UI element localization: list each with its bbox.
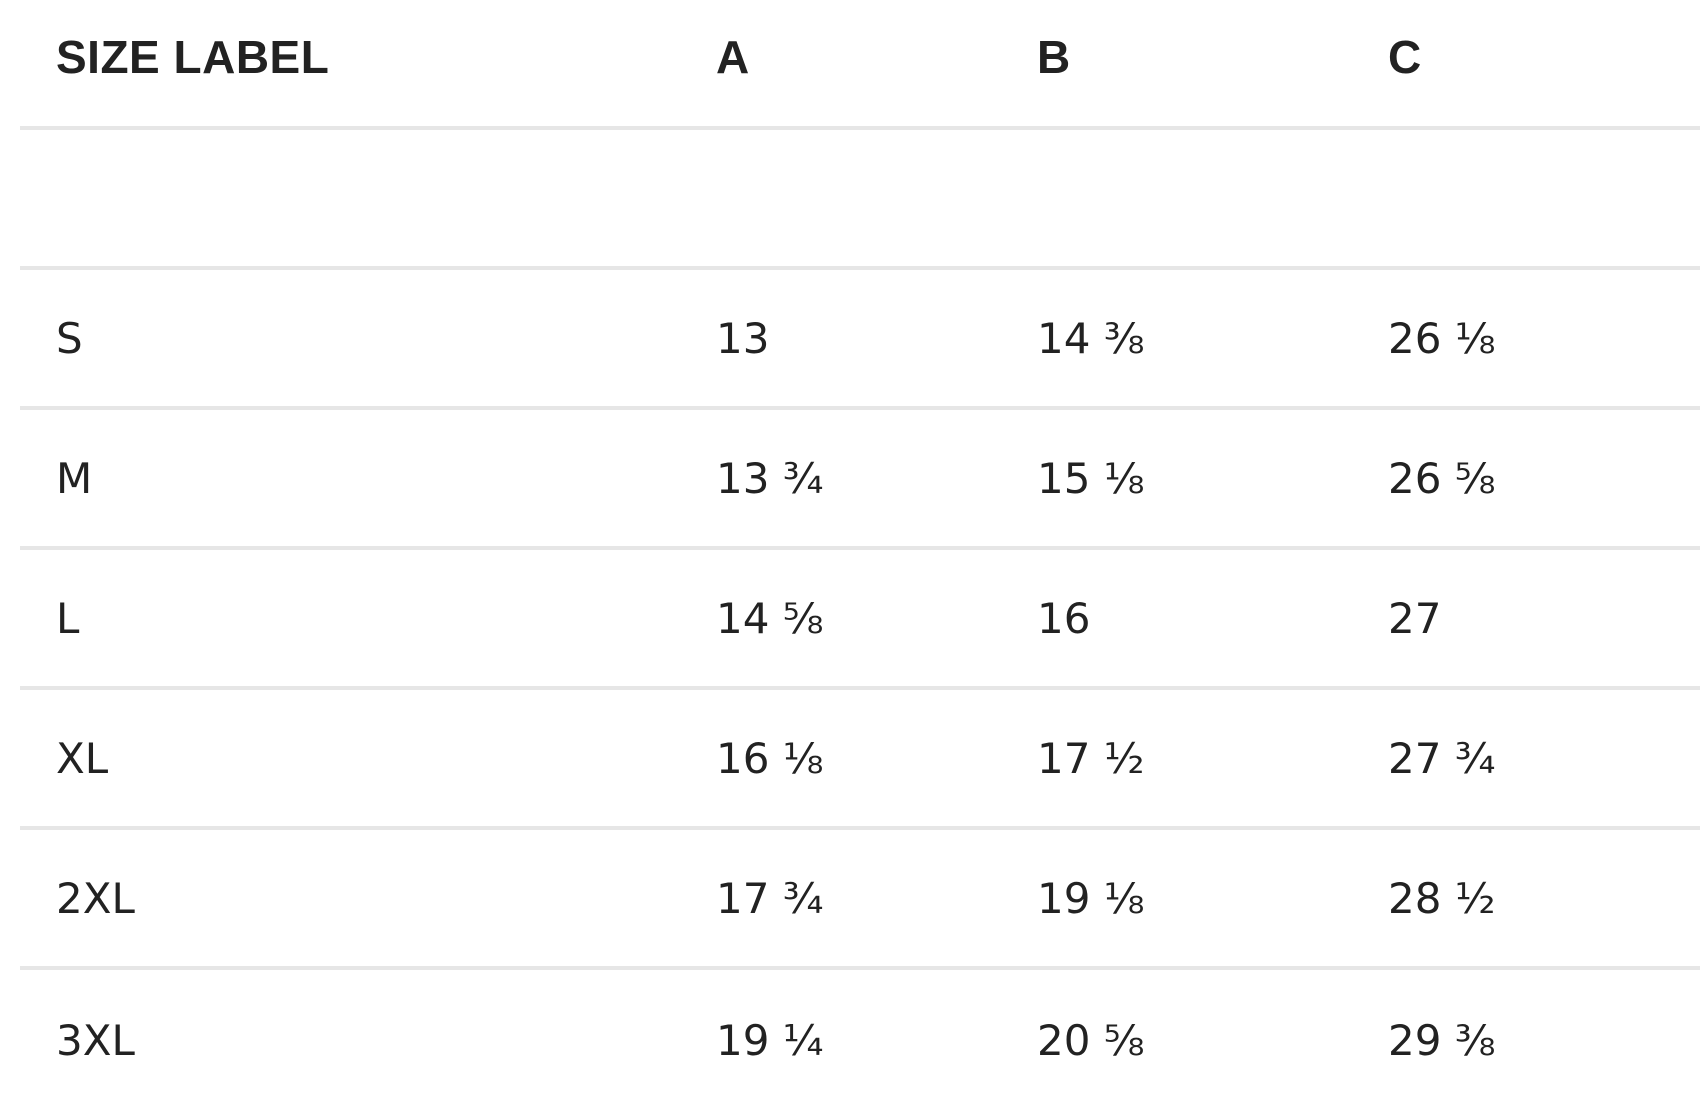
size-cell: S (56, 313, 83, 363)
table-spacer-row (20, 130, 1700, 270)
size-cell: M (56, 453, 93, 503)
table-row: M 13 ¾ 15 ⅛ 26 ⅝ (20, 410, 1700, 550)
size-cell: XL (56, 733, 109, 783)
table-row: XL 16 ⅛ 17 ½ 27 ¾ (20, 690, 1700, 830)
size-cell: 2XL (56, 873, 135, 923)
measure-a-cell: 14 ⅝ (716, 593, 824, 643)
header-b: B (1037, 31, 1071, 83)
table-row: S 13 14 ⅜ 26 ⅛ (20, 270, 1700, 410)
table-header-row: SIZE LABEL A B C (20, 0, 1700, 130)
measure-c-cell: 27 (1388, 593, 1442, 643)
table-row: L 14 ⅝ 16 27 (20, 550, 1700, 690)
measure-a-cell: 13 (716, 313, 770, 363)
measure-c-cell: 26 ⅝ (1388, 453, 1496, 503)
measure-c-cell: 26 ⅛ (1388, 313, 1496, 363)
measure-a-cell: 13 ¾ (716, 453, 824, 503)
header-a: A (716, 31, 750, 83)
measure-a-cell: 19 ¼ (716, 1015, 824, 1065)
size-chart-table: SIZE LABEL A B C S 13 14 ⅜ 26 ⅛ M 13 ¾ 1… (20, 0, 1700, 1110)
measure-a-cell: 16 ⅛ (716, 733, 824, 783)
measure-b-cell: 15 ⅛ (1037, 453, 1145, 503)
header-size-label: SIZE LABEL (56, 31, 330, 83)
measure-a-cell: 17 ¾ (716, 873, 824, 923)
measure-b-cell: 14 ⅜ (1037, 313, 1145, 363)
measure-b-cell: 20 ⅝ (1037, 1015, 1145, 1065)
measure-c-cell: 28 ½ (1388, 873, 1496, 923)
measure-b-cell: 19 ⅛ (1037, 873, 1145, 923)
table-row: 2XL 17 ¾ 19 ⅛ 28 ½ (20, 830, 1700, 970)
measure-b-cell: 16 (1037, 593, 1091, 643)
measure-c-cell: 27 ¾ (1388, 733, 1496, 783)
table-row: 3XL 19 ¼ 20 ⅝ 29 ⅜ (20, 970, 1700, 1110)
measure-c-cell: 29 ⅜ (1388, 1015, 1496, 1065)
header-c: C (1388, 31, 1422, 83)
measure-b-cell: 17 ½ (1037, 733, 1145, 783)
size-cell: 3XL (56, 1015, 135, 1065)
size-cell: L (56, 593, 80, 643)
